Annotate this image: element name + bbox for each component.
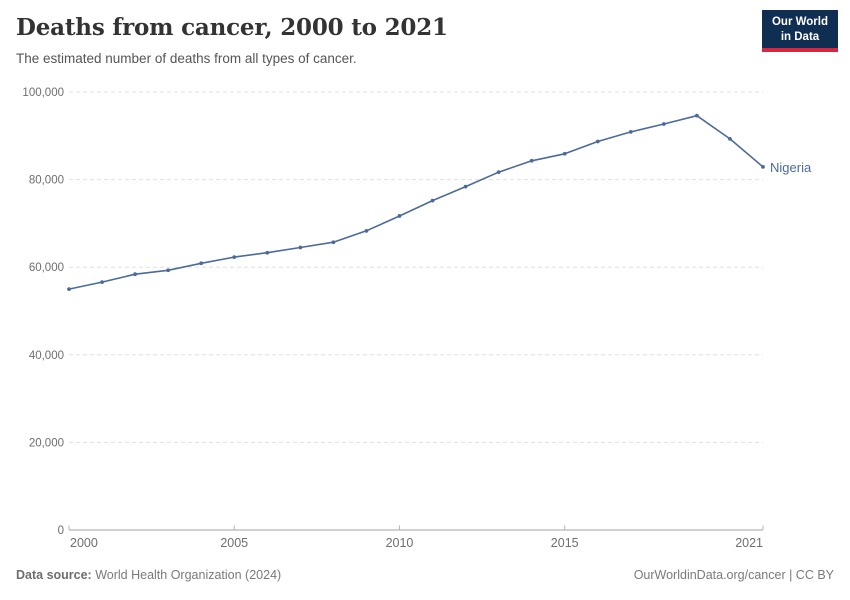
x-axis-tick-label: 2021 xyxy=(735,536,763,550)
credit-link: OurWorldinData.org/cancer | CC BY xyxy=(633,568,834,582)
data-source-note: Data source: World Health Organization (… xyxy=(16,568,281,582)
data-source-label: Data source: xyxy=(16,568,92,582)
chart-footer: Data source: World Health Organization (… xyxy=(16,568,834,582)
data-point xyxy=(529,158,534,163)
data-point xyxy=(133,272,137,277)
series-label-nigeria: Nigeria xyxy=(770,160,812,175)
data-point xyxy=(67,287,71,291)
data-point xyxy=(364,228,369,233)
owid-logo-red-bar xyxy=(762,48,838,53)
y-axis-tick-label: 80,000 xyxy=(29,175,64,187)
data-point xyxy=(265,250,270,255)
owid-logo: Our World in Data xyxy=(762,10,838,53)
chart-title: Deaths from cancer, 2000 to 2021 xyxy=(16,14,448,41)
data-point xyxy=(761,164,765,169)
data-point xyxy=(397,214,402,218)
owid-logo-line1: Our World xyxy=(771,16,828,28)
series-line xyxy=(68,114,764,290)
data-point xyxy=(430,198,435,203)
data-point xyxy=(728,136,732,141)
data-source-value: World Health Organization (2024) xyxy=(91,568,282,582)
data-point xyxy=(661,122,666,126)
data-point xyxy=(166,268,171,273)
data-point xyxy=(628,129,633,134)
data-point xyxy=(199,261,204,266)
chart-subtitle: The estimated number of deaths from all … xyxy=(16,51,357,66)
data-point xyxy=(595,139,600,144)
data-point xyxy=(463,184,468,189)
x-axis-tick-label: 2010 xyxy=(386,536,414,550)
y-axis-tick-label: 100,000 xyxy=(22,87,64,99)
data-point xyxy=(298,245,303,250)
x-axis-tick-label: 2000 xyxy=(70,536,98,550)
data-point xyxy=(100,280,104,284)
y-axis-tick-label: 60,000 xyxy=(29,262,64,274)
y-axis-tick-label: 20,000 xyxy=(29,437,64,449)
data-point xyxy=(331,240,336,245)
x-axis-tick-label: 2015 xyxy=(551,536,579,550)
data-point xyxy=(232,255,237,260)
y-axis-tick-label: 0 xyxy=(58,525,64,537)
data-point xyxy=(562,151,567,156)
data-point xyxy=(695,113,699,118)
owid-logo-line2: in Data xyxy=(780,30,820,43)
data-point xyxy=(496,170,501,175)
x-axis-tick-label: 2005 xyxy=(220,536,248,550)
y-axis-tick-label: 40,000 xyxy=(29,350,64,362)
